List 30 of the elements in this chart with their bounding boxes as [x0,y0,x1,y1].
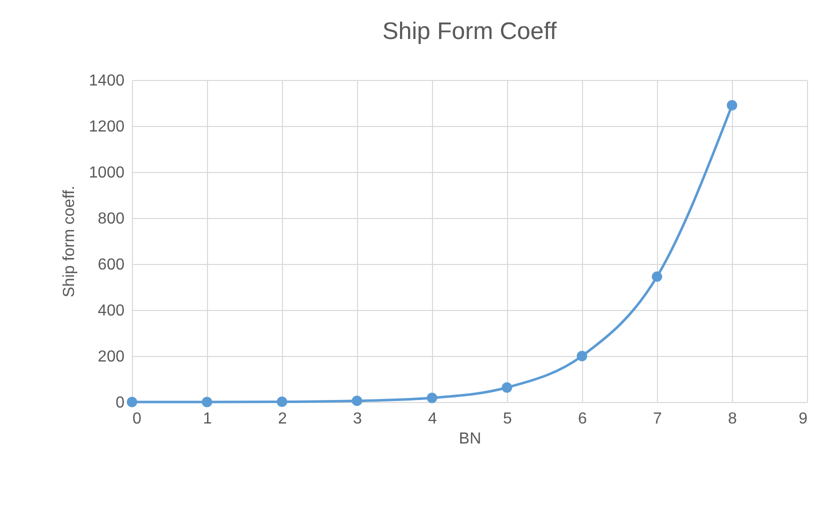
x-tick-label: 4 [428,410,438,428]
point [652,271,662,282]
y-tick-label: 600 [98,256,125,274]
x-tick-label: 1 [203,410,212,428]
y-tick-label: 200 [98,348,125,366]
chart-title: Ship Form Coeff [382,18,557,45]
y-tick-label: 0 [116,394,125,412]
y-tick-label: 400 [98,302,125,320]
y-tick-label: 1400 [88,72,125,90]
y-tick-label: 1000 [88,164,125,182]
point [352,396,362,406]
x-tick-label: 3 [353,410,362,428]
point [202,396,212,408]
x-tick-label: 9 [798,410,808,428]
point [502,382,512,393]
x-tick-label: 0 [132,410,142,428]
y-tick-label: 1200 [88,118,125,136]
point [126,396,138,408]
x-tick-label: 5 [503,410,512,428]
point [276,396,288,408]
point [426,392,438,404]
x-tick-label: 8 [728,410,738,428]
point [726,100,738,111]
x-tick-label: 2 [278,410,288,428]
y-axis-title: Ship form coeff. [60,186,78,298]
y-tick-label: 800 [98,210,125,228]
point [576,350,588,362]
x-tick-label: 7 [653,410,662,428]
x-axis-title: BN [458,430,482,448]
x-tick-label: 6 [578,410,588,428]
